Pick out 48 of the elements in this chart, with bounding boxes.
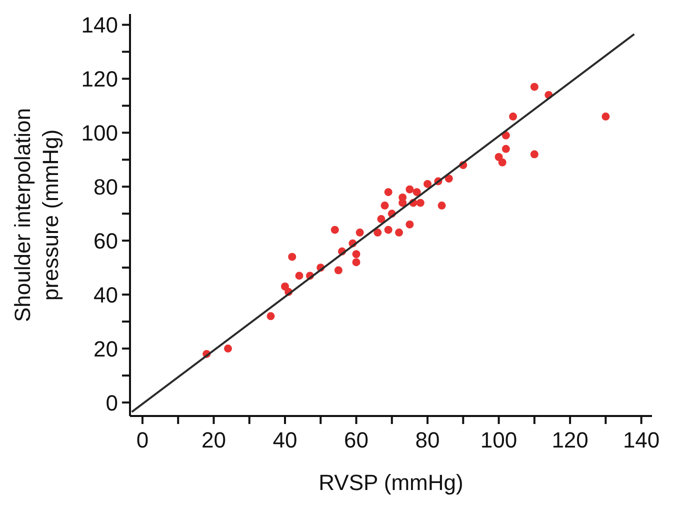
point <box>530 82 538 91</box>
point <box>356 228 364 237</box>
y-tick-label: 40 <box>94 282 118 308</box>
point <box>406 220 414 228</box>
point <box>288 252 296 261</box>
x-axis-title: RVSP (mmHg) <box>318 470 464 495</box>
y-tick-label: 120 <box>81 66 118 92</box>
point <box>377 215 386 224</box>
y-axis-title: Shoulder interpolation pressure (mmHg) <box>10 108 63 322</box>
point <box>352 250 360 258</box>
point <box>266 312 275 320</box>
point <box>330 226 339 234</box>
y-tick-label: 60 <box>94 228 118 254</box>
point <box>444 174 453 183</box>
x-tick-label: 60 <box>344 428 368 453</box>
y-tick-label: 100 <box>81 120 118 146</box>
point <box>498 158 506 166</box>
point <box>395 228 404 237</box>
point <box>406 185 414 194</box>
point <box>530 150 538 158</box>
point <box>334 266 342 274</box>
point <box>509 112 518 121</box>
point <box>602 112 610 121</box>
x-tick-label: 80 <box>415 428 440 453</box>
x-tick-label: 120 <box>552 428 588 453</box>
point <box>438 202 446 210</box>
point <box>295 272 304 280</box>
point <box>424 180 432 188</box>
point <box>412 188 421 196</box>
x-tick-label: 20 <box>201 428 226 453</box>
point <box>380 202 389 210</box>
x-tick-label: 100 <box>480 428 518 453</box>
x-tick-label: 40 <box>272 428 298 453</box>
y-tick-label: 80 <box>94 174 118 200</box>
point <box>352 258 360 266</box>
y-tick-label: 140 <box>81 12 118 38</box>
x-tick-label: 140 <box>622 428 660 453</box>
point <box>416 198 424 207</box>
x-tick-label: 0 <box>136 428 149 453</box>
point <box>280 282 289 290</box>
point <box>502 131 510 140</box>
point <box>384 188 392 196</box>
point <box>374 228 382 237</box>
y-tick-label: 20 <box>94 336 118 362</box>
point <box>384 226 392 234</box>
point <box>502 144 510 153</box>
point <box>224 344 232 353</box>
y-tick-label: 0 <box>106 390 118 416</box>
